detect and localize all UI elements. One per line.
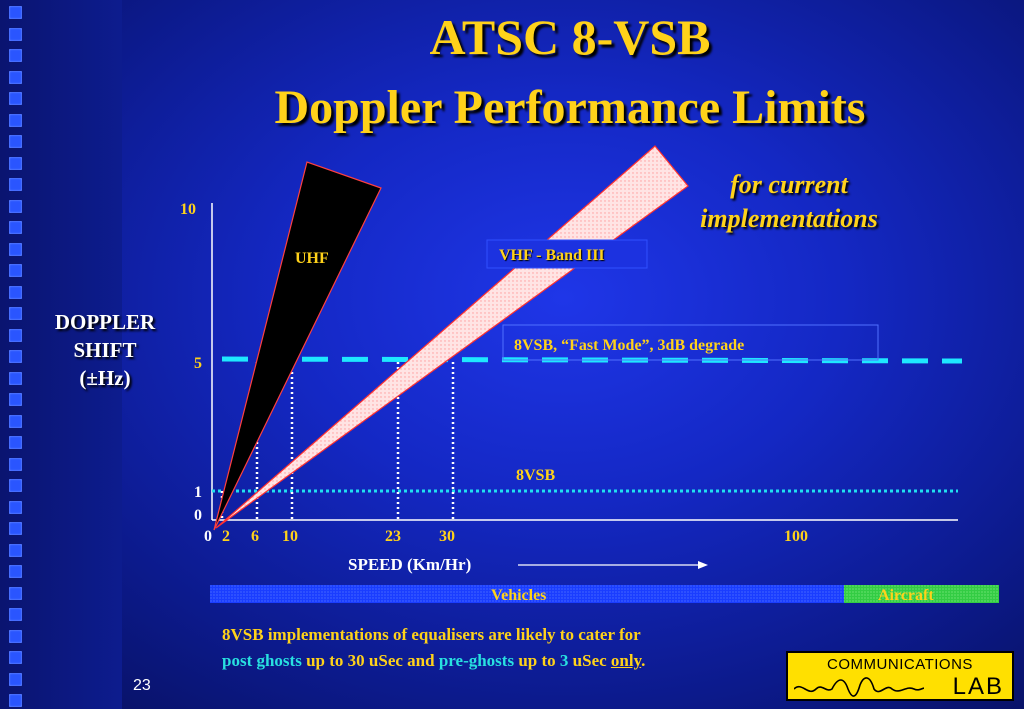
- aircraft-bar: [844, 585, 999, 603]
- y-label-line3: (±Hz): [79, 366, 131, 390]
- y-label-line2: SHIFT: [73, 338, 137, 362]
- logo-line1: COMMUNICATIONS: [827, 656, 973, 673]
- decorative-square: [9, 199, 22, 213]
- decorative-square: [9, 457, 22, 471]
- decorative-square: [9, 694, 22, 707]
- decorative-square: [9, 156, 22, 170]
- decorative-squares: [9, 0, 23, 709]
- arrow-head-icon: [698, 561, 708, 569]
- vhf-label: VHF - Band III: [499, 247, 605, 264]
- decorative-square: [9, 629, 22, 643]
- footnote-line1: 8VSB implementations of equalisers are l…: [222, 625, 641, 644]
- footnote-text-2: up to: [514, 651, 560, 670]
- decorative-square: [9, 436, 22, 449]
- decorative-square: [9, 285, 22, 299]
- vehicles-label: Vehicles: [491, 587, 546, 604]
- uhf-wedge: [213, 161, 382, 531]
- footnote: 8VSB implementations of equalisers are l…: [222, 622, 782, 674]
- only-text: only: [610, 651, 642, 670]
- decorative-square: [9, 393, 22, 406]
- decorative-square: [9, 113, 22, 127]
- y-tick-10: 10: [180, 201, 196, 218]
- decorative-square: [9, 264, 22, 277]
- post-ghosts-text: post ghosts: [222, 651, 302, 670]
- left-strip: [0, 0, 122, 709]
- decorative-square: [9, 414, 22, 428]
- decorative-square: [9, 522, 22, 535]
- decorative-square: [9, 307, 22, 320]
- decorative-square: [9, 565, 22, 578]
- decorative-square: [9, 178, 22, 191]
- decorative-square: [9, 49, 22, 62]
- decorative-square: [9, 242, 22, 256]
- x-tick-30: 30: [439, 528, 455, 545]
- logo-line2: LAB: [952, 673, 1004, 700]
- decorative-square: [9, 672, 22, 686]
- slide-title-line2: Doppler Performance Limits: [274, 81, 866, 134]
- decorative-square: [9, 500, 22, 514]
- y-axis-label: DOPPLER SHIFT (±Hz): [20, 308, 190, 392]
- x-tick-23: 23: [385, 528, 401, 545]
- fast-mode-label: 8VSB, “Fast Mode”, 3dB degrade: [514, 337, 744, 354]
- footnote-line2: post ghosts up to 30 uSec and pre-ghosts…: [222, 648, 782, 674]
- y-tick-1: 1: [194, 484, 202, 501]
- x-tick-0: 0: [204, 528, 212, 545]
- waveform-icon: [794, 677, 924, 697]
- slide-number: 23: [133, 677, 151, 694]
- aircraft-label: Aircraft: [878, 587, 934, 604]
- decorative-square: [9, 479, 22, 492]
- y-tick-5: 5: [194, 355, 202, 372]
- uhf-label: UHF: [295, 250, 329, 267]
- decorative-square: [9, 221, 22, 234]
- subtitle: for current implementations: [664, 168, 914, 236]
- decorative-square: [9, 92, 22, 105]
- x-tick-100: 100: [784, 528, 808, 545]
- decorative-square: [9, 27, 22, 41]
- x-tick-6: 6: [251, 528, 259, 545]
- fast-mode-label-box: [502, 324, 879, 361]
- subtitle-line1: for current: [730, 170, 848, 199]
- subtitle-line2: implementations: [700, 204, 878, 233]
- vehicles-bar: [210, 585, 844, 603]
- vsb-label: 8VSB: [516, 467, 555, 484]
- decorative-square: [9, 6, 22, 19]
- footnote-text-3: uSec: [568, 651, 611, 670]
- communications-lab-logo: COMMUNICATIONS LAB: [786, 651, 1014, 701]
- decorative-square: [9, 543, 22, 557]
- decorative-square: [9, 350, 22, 363]
- x-tick-2: 2: [222, 528, 230, 545]
- y-label-line1: DOPPLER: [54, 310, 156, 334]
- x-axis-label: SPEED (Km/Hr): [348, 555, 471, 574]
- decorative-square: [9, 70, 22, 84]
- footnote-period: .: [641, 651, 646, 670]
- footnote-text-1: up to 30 uSec and: [301, 651, 439, 670]
- slide-title-line1: ATSC 8-VSB: [429, 9, 711, 65]
- vhf-label-box: [486, 239, 648, 269]
- decorative-square: [9, 328, 22, 342]
- decorative-square: [9, 651, 22, 664]
- footnote-value-3: 3: [559, 651, 569, 670]
- x-tick-10: 10: [282, 528, 298, 545]
- decorative-square: [9, 371, 22, 385]
- pre-ghosts-text: pre-ghosts: [438, 651, 515, 670]
- decorative-square: [9, 608, 22, 621]
- decorative-square: [9, 135, 22, 148]
- decorative-square: [9, 586, 22, 600]
- y-tick-0: 0: [194, 507, 202, 524]
